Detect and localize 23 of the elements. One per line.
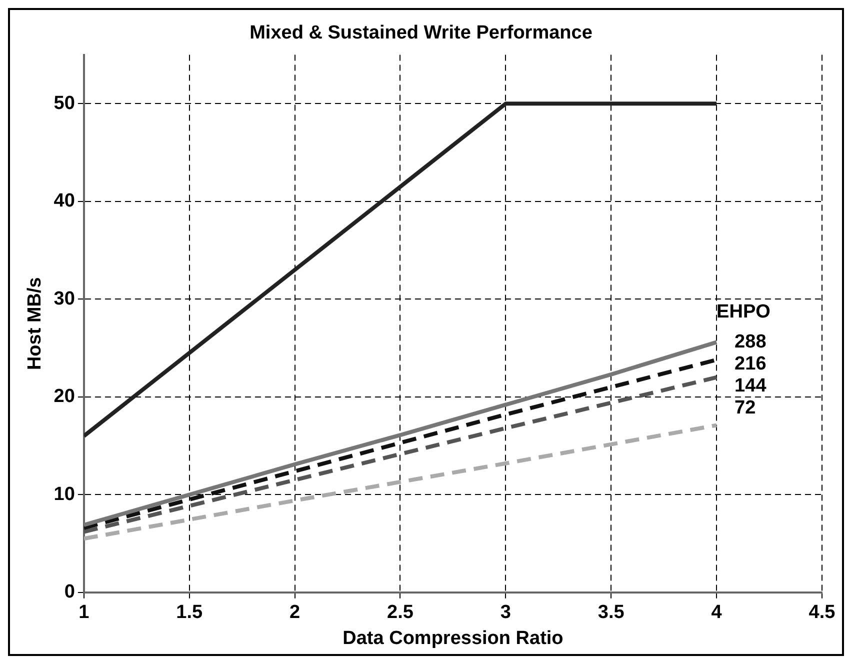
x-tick-label: 4.5 — [808, 602, 836, 624]
chart-title: Mixed & Sustained Write Performance — [250, 22, 592, 44]
y-tick-label: 10 — [54, 484, 75, 505]
y-tick-label: 40 — [54, 190, 75, 212]
x-tick-label: 3 — [500, 602, 511, 624]
x-tick-label: 4 — [711, 602, 722, 624]
x-axis-title: Data Compression Ratio — [342, 628, 564, 649]
y-tick-label: 50 — [54, 92, 75, 114]
y-axis-title: Host MB/s — [24, 277, 46, 370]
series-label: 216 — [734, 353, 766, 374]
series-label: 288 — [734, 331, 766, 352]
line-series — [84, 423, 719, 541]
x-tick-label: 3.5 — [598, 602, 625, 624]
x-tick-label: 2 — [290, 602, 300, 624]
x-tick-label: 2.5 — [387, 602, 414, 624]
y-tick-label: 0 — [64, 582, 75, 603]
y-tick-label: 20 — [54, 386, 75, 408]
x-tick-label: 1.5 — [176, 602, 204, 624]
x-tick-label: 1 — [78, 602, 90, 624]
series-label: 72 — [734, 397, 756, 418]
legend-title: EHPO — [716, 301, 770, 322]
series-label: 144 — [734, 375, 767, 396]
y-tick-label: 30 — [54, 288, 75, 310]
